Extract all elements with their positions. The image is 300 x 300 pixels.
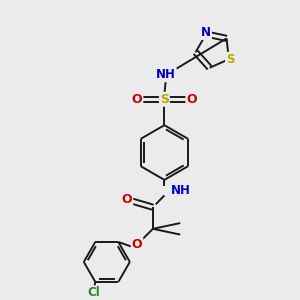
- Text: S: S: [226, 53, 235, 66]
- Text: S: S: [160, 93, 169, 106]
- Text: Cl: Cl: [88, 286, 100, 299]
- Text: O: O: [132, 93, 142, 106]
- Text: NH: NH: [156, 68, 176, 81]
- Text: O: O: [122, 193, 132, 206]
- Text: NH: NH: [171, 184, 190, 197]
- Text: O: O: [186, 93, 197, 106]
- Text: O: O: [132, 238, 142, 251]
- Text: N: N: [201, 26, 211, 39]
